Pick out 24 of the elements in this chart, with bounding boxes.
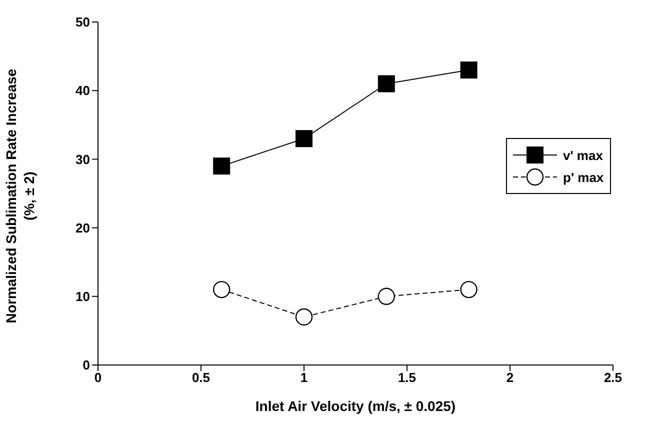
point (213, 280, 230, 298)
x-tick-label: 1.5 (398, 370, 416, 386)
y-tick-label: 50 (76, 14, 90, 30)
point (460, 280, 478, 298)
x-tick-label: 0 (94, 370, 102, 386)
point (460, 62, 478, 79)
point (295, 308, 313, 326)
x-tick-label: 0.5 (192, 370, 210, 386)
x-tick-label: 2.5 (604, 370, 622, 386)
y-tick-label: 20 (76, 220, 90, 236)
point (296, 130, 312, 148)
x-tick-label: 2 (506, 370, 514, 386)
y-tick-label: 0 (82, 358, 90, 373)
legend-label: p' max (563, 170, 604, 184)
x-axis-title: Inlet Air Velocity (m/s, ± 0.025) (255, 398, 456, 414)
y-axis-title: Normalized Sublimation Rate Increase (%, ± 2) (2, 68, 38, 326)
y-tick-label: 10 (76, 289, 90, 304)
point (378, 75, 395, 92)
point (213, 158, 230, 175)
y-tick-label: 40 (76, 83, 90, 98)
legend-label: v' max (563, 148, 603, 162)
x-tick-label: 1 (300, 370, 308, 386)
point (378, 288, 395, 305)
y-tick-label: 30 (76, 152, 90, 167)
